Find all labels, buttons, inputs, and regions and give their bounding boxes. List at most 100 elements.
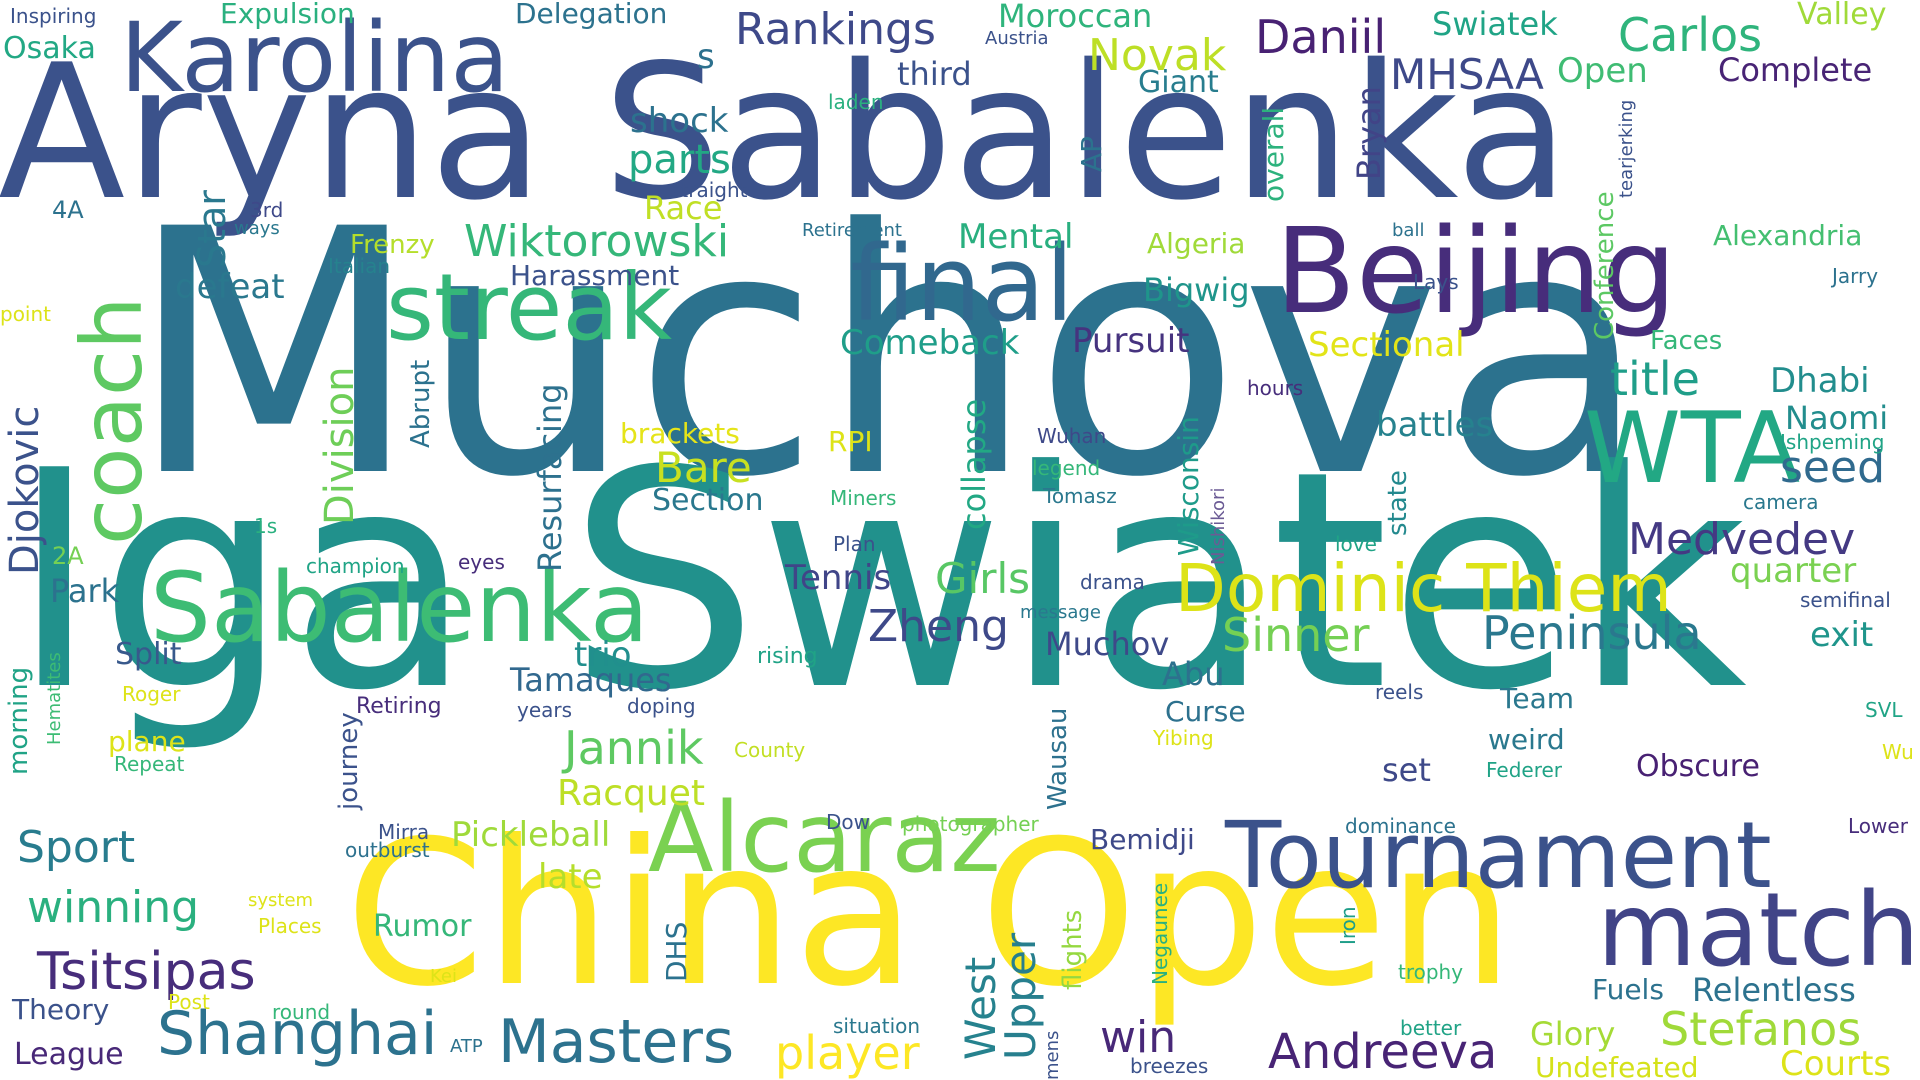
- word-league: League: [14, 1037, 124, 1072]
- word-muchova: Muchova: [128, 157, 1648, 551]
- word-title: title: [1610, 352, 1700, 406]
- word-weird: weird: [1488, 723, 1565, 756]
- word-sectional: Sectional: [1308, 325, 1465, 365]
- word-rising: rising: [757, 644, 818, 669]
- word-aryna-sabalenka: Aryna Sabalenka: [0, 24, 1570, 241]
- word-inspiring: Inspiring: [10, 4, 97, 28]
- word-parts: parts: [628, 137, 731, 183]
- word-split: Split: [115, 637, 182, 672]
- word-love: love: [1335, 532, 1377, 556]
- word-algeria: Algeria: [1147, 227, 1246, 260]
- word-miners: Miners: [830, 486, 897, 510]
- word-moroccan: Moroccan: [998, 0, 1153, 35]
- word-pursuit: Pursuit: [1072, 321, 1190, 361]
- word-giant: Giant: [1138, 65, 1219, 100]
- word-faces: Faces: [1650, 326, 1723, 356]
- word-morning: morning: [4, 666, 34, 775]
- word-better: better: [1400, 1016, 1462, 1040]
- word-relentless: Relentless: [1692, 971, 1856, 1009]
- word-late: late: [538, 857, 603, 897]
- word-overall: overall: [1257, 106, 1290, 202]
- word-team: Team: [1500, 682, 1575, 715]
- word-straight: straight: [670, 178, 748, 202]
- word-mhsaa: MHSAA: [1390, 50, 1544, 99]
- word-final: final: [850, 223, 1075, 345]
- word-nishikori: Nishikori: [1208, 487, 1229, 565]
- word-plane: plane: [108, 725, 186, 758]
- word-iga-swiatek: Iga Swiatek: [10, 407, 1748, 756]
- word-wu: Wu: [1882, 740, 1914, 764]
- word-brackets: brackets: [620, 417, 740, 450]
- word-tearjerking: tearjerking: [1616, 99, 1637, 198]
- word-champion: champion: [306, 554, 405, 578]
- word-mens: mens: [1042, 1030, 1063, 1080]
- word-3rd: 3rd: [250, 198, 284, 222]
- word-obscure: Obscure: [1636, 749, 1760, 784]
- word-ways: ways: [234, 218, 280, 239]
- word-streak: streak: [386, 254, 673, 361]
- word-bemidji: Bemidji: [1090, 823, 1195, 856]
- word-muchov: Muchov: [1045, 625, 1170, 663]
- word-rpi: RPI: [828, 425, 873, 458]
- word-tsitsipas: Tsitsipas: [37, 942, 256, 1002]
- word-fuels: Fuels: [1592, 973, 1664, 1006]
- word-plan: Plan: [833, 532, 876, 556]
- word-legend: legend: [1032, 456, 1101, 480]
- word-match: match: [1597, 871, 1920, 990]
- word-karolina: Karolina: [120, 2, 510, 114]
- word-tamaques: Tamaques: [510, 661, 672, 699]
- word-pickleball: Pickleball: [451, 815, 611, 855]
- word-expulsion: Expulsion: [220, 0, 355, 30]
- word-tennis: Tennis: [785, 558, 892, 598]
- word-federer: Federer: [1486, 758, 1563, 782]
- word-valley: Valley: [1797, 0, 1887, 32]
- word-open: Open: [1557, 51, 1648, 91]
- word-wausau: Wausau: [1043, 707, 1073, 810]
- word-west: West: [956, 956, 1005, 1060]
- word-hours: hours: [1247, 376, 1304, 400]
- word-s: s: [697, 37, 715, 77]
- word-roger: Roger: [122, 682, 181, 706]
- word-reels: reels: [1375, 680, 1424, 704]
- word-1s: 1s: [254, 514, 278, 538]
- word-ishpeming: Ishpeming: [1780, 430, 1885, 454]
- word-rumor: Rumor: [373, 909, 472, 944]
- word-frenzy: Frenzy: [350, 230, 435, 260]
- word-conference: Conference: [1590, 191, 1620, 340]
- word-masters: Masters: [498, 1007, 735, 1077]
- word-repeat: Repeat: [114, 752, 185, 776]
- word-wisconsin: Wisconsin: [1172, 416, 1205, 556]
- word-winning: winning: [27, 882, 200, 933]
- word-dominance: dominance: [1345, 814, 1456, 838]
- word-flights: flights: [1058, 909, 1088, 990]
- word-delegation: Delegation: [515, 0, 668, 30]
- word-jannik: Jannik: [564, 721, 704, 775]
- word-resurfacing: Resurfacing: [531, 383, 569, 572]
- word-china-open: China Open: [345, 798, 1515, 1031]
- word-park: Park: [50, 572, 120, 610]
- word-novak: Novak: [1088, 30, 1227, 81]
- word-abrupt: Abrupt: [406, 359, 436, 448]
- word-seed: seed: [1780, 442, 1885, 493]
- word-daniil: Daniil: [1255, 10, 1387, 64]
- word-iron: Iron: [1336, 906, 1360, 945]
- word-point: point: [0, 302, 52, 326]
- word-wuhan: Wuhan: [1037, 424, 1107, 448]
- word-ap: AP: [1075, 135, 1108, 172]
- word-lays: Lays: [1413, 270, 1459, 294]
- word-division: Division: [317, 366, 363, 525]
- word-2a: 2A: [52, 542, 84, 570]
- word-post: Post: [168, 990, 210, 1014]
- word-retirement: Retirement: [802, 220, 902, 241]
- word-rankings: Rankings: [735, 4, 936, 55]
- word-dhs: DHS: [660, 921, 693, 982]
- word-defeat: defeat: [175, 267, 285, 307]
- word-tournament: Tournament: [1225, 802, 1772, 909]
- word-atp: ATP: [450, 1036, 483, 1057]
- word-win: win: [1100, 1012, 1177, 1063]
- word-jarry: Jarry: [1832, 264, 1879, 288]
- word-wiktorowski: Wiktorowski: [464, 216, 730, 267]
- word-svl: SVL: [1865, 698, 1903, 722]
- word-stefanos: Stefanos: [1660, 1002, 1862, 1056]
